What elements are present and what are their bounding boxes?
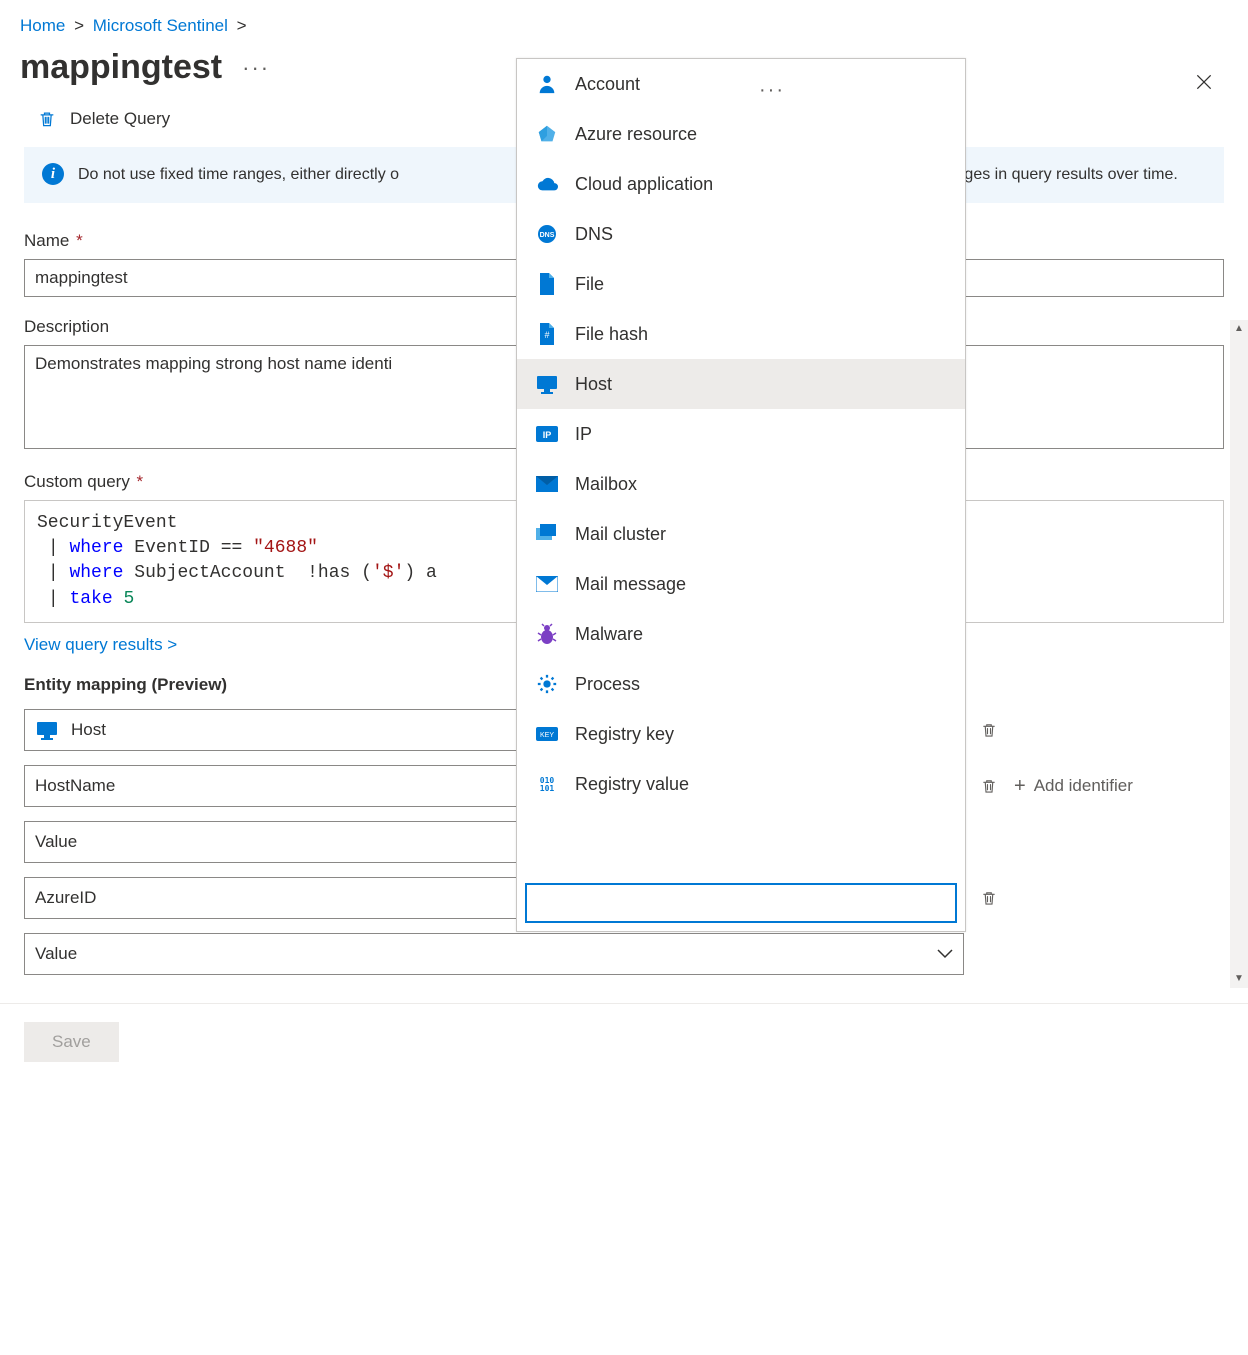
dropdown-item-label: File hash	[575, 324, 648, 345]
dropdown-item-account[interactable]: Account	[517, 59, 965, 109]
mapping-select-value: HostName	[35, 776, 115, 796]
add-identifier-button[interactable]: + Add identifier	[1014, 776, 1133, 796]
dropdown-item-label: Mail message	[575, 574, 686, 595]
delete-mapping-button[interactable]	[978, 774, 1000, 798]
dropdown-item-label: Process	[575, 674, 640, 695]
dns-icon: DNS	[535, 223, 559, 245]
breadcrumb-sep: >	[74, 16, 84, 35]
mapping-select[interactable]: Value	[24, 933, 964, 975]
dropdown-item-label: Malware	[575, 624, 643, 645]
dropdown-item-host[interactable]: Host	[517, 359, 965, 409]
regval-icon: 010101	[535, 773, 559, 795]
entity-type-dropdown[interactable]: ··· Account Azure resource Cloud applicati…	[516, 58, 966, 932]
dropdown-item-label: Mailbox	[575, 474, 637, 495]
close-button[interactable]	[1192, 72, 1216, 96]
delete-mapping-button[interactable]	[978, 718, 1000, 742]
dropdown-item-file[interactable]: File	[517, 259, 965, 309]
svg-text:#: #	[544, 330, 549, 340]
mailcluster-icon	[535, 523, 559, 545]
host-icon	[35, 720, 59, 740]
dropdown-item-label: Azure resource	[575, 124, 697, 145]
title-more-icon[interactable]: ···	[242, 55, 270, 81]
svg-text:KEY: KEY	[540, 732, 554, 739]
scroll-up-icon[interactable]: ▲	[1230, 320, 1248, 338]
dropdown-item-file-hash[interactable]: # File hash	[517, 309, 965, 359]
plus-icon: +	[1014, 776, 1026, 796]
page-title: mappingtest	[20, 48, 222, 87]
save-button[interactable]: Save	[24, 1022, 119, 1062]
cloud-icon	[535, 173, 559, 195]
ip-icon: IP	[535, 423, 559, 445]
malware-icon	[535, 623, 559, 645]
mapping-select-value: Value	[35, 832, 77, 852]
dropdown-item-mail-cluster[interactable]: Mail cluster	[517, 509, 965, 559]
dropdown-item-malware[interactable]: Malware	[517, 609, 965, 659]
dropdown-item-label: Account	[575, 74, 640, 95]
required-star: *	[71, 231, 82, 250]
mapping-select-value: AzureID	[35, 888, 96, 908]
dropdown-item-process[interactable]: Process	[517, 659, 965, 709]
scroll-down-icon[interactable]: ▼	[1230, 970, 1248, 988]
regkey-icon: KEY	[535, 723, 559, 745]
mapping-select-value: Value	[35, 944, 77, 964]
add-identifier-label: Add identifier	[1034, 776, 1133, 796]
dropdown-item-label: DNS	[575, 224, 613, 245]
delete-query-button[interactable]: Delete Query	[70, 109, 170, 129]
info-icon: i	[42, 163, 64, 185]
dropdown-item-label: IP	[575, 424, 592, 445]
breadcrumb-home[interactable]: Home	[20, 16, 65, 35]
dropdown-item-label: Cloud application	[575, 174, 713, 195]
mapping-row: Value	[24, 933, 1224, 975]
dropdown-item-mailbox[interactable]: Mailbox	[517, 459, 965, 509]
dropdown-item-mail-message[interactable]: Mail message	[517, 559, 965, 609]
page-scrollbar[interactable]: ▲ ▼	[1230, 320, 1248, 988]
svg-text:DNS: DNS	[540, 232, 555, 239]
mapping-select-value: Host	[71, 720, 106, 740]
dropdown-item-label: Host	[575, 374, 612, 395]
mailbox-icon	[535, 473, 559, 495]
delete-mapping-button[interactable]	[978, 886, 1000, 910]
filehash-icon: #	[535, 323, 559, 345]
mailmsg-icon	[535, 573, 559, 595]
required-star: *	[132, 472, 143, 491]
dropdown-item-label: Registry key	[575, 724, 674, 745]
dropdown-item-label: Registry value	[575, 774, 689, 795]
dropdown-item-registry-value[interactable]: 010101 Registry value	[517, 759, 965, 809]
view-query-results-link[interactable]: View query results >	[24, 635, 177, 655]
dropdown-item-dns[interactable]: DNS DNS	[517, 209, 965, 259]
process-icon	[535, 673, 559, 695]
breadcrumb-sep: >	[237, 16, 247, 35]
dropdown-item-cloud-application[interactable]: Cloud application	[517, 159, 965, 209]
svg-text:101: 101	[540, 784, 555, 793]
dropdown-item-ip[interactable]: IP IP	[517, 409, 965, 459]
dropdown-search-input[interactable]	[525, 883, 957, 923]
dropdown-more-icon[interactable]: ···	[759, 79, 785, 102]
file-icon	[535, 273, 559, 295]
chevron-down-icon	[937, 949, 953, 959]
dropdown-item-label: Mail cluster	[575, 524, 666, 545]
svg-text:IP: IP	[543, 430, 552, 440]
account-icon	[535, 73, 559, 95]
trash-icon[interactable]	[36, 107, 58, 131]
dropdown-item-registry-key[interactable]: KEY Registry key	[517, 709, 965, 759]
dropdown-item-label: File	[575, 274, 604, 295]
azure-icon	[535, 123, 559, 145]
breadcrumb: Home > Microsoft Sentinel >	[0, 0, 1248, 48]
host-icon	[535, 373, 559, 395]
breadcrumb-sentinel[interactable]: Microsoft Sentinel	[93, 16, 228, 35]
dropdown-item-azure-resource[interactable]: Azure resource	[517, 109, 965, 159]
